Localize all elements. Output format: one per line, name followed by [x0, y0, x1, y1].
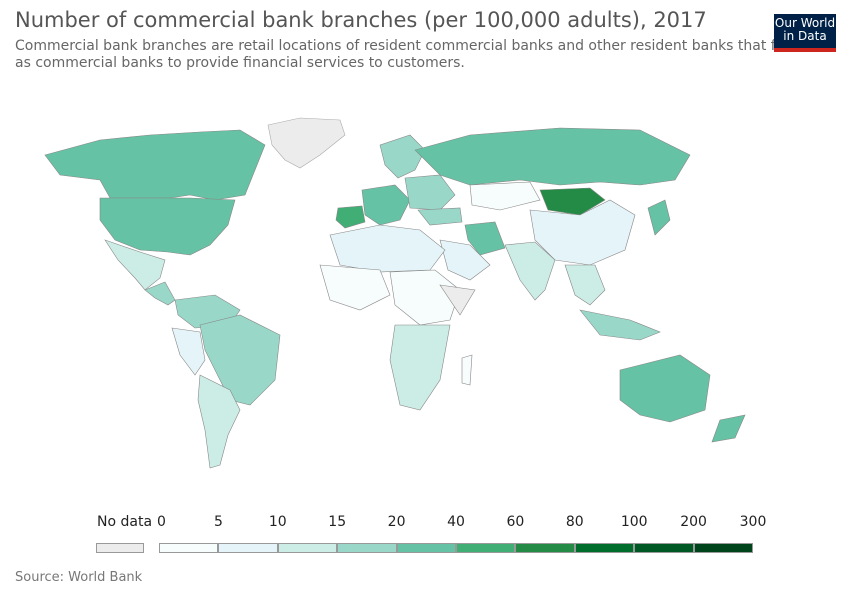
- region-kazakhstan: [469, 181, 541, 211]
- region-mexico: [104, 239, 166, 291]
- region-brazil: [199, 314, 281, 406]
- region-mongolia: [539, 187, 606, 216]
- region-horn-of-africa: [439, 284, 476, 316]
- region-china: [529, 199, 636, 266]
- legend-swatch: [277, 543, 338, 553]
- region-southern-africa: [389, 324, 451, 411]
- chart-subtitle: Commercial bank branches are retail loca…: [15, 38, 828, 71]
- legend-swatch: [337, 543, 397, 553]
- color-legend: No data 0 5 10 15 20 40 60 80 100 200 300: [0, 510, 850, 560]
- legend-tick-label: 15: [328, 514, 347, 530]
- legend-swatch: [634, 543, 694, 553]
- chart-title: Number of commercial bank branches (per …: [15, 8, 707, 32]
- region-india: [504, 241, 556, 301]
- logo-text: Our World in Data: [774, 16, 836, 43]
- legend-swatch: [396, 543, 456, 553]
- legend-no-data-swatch: [96, 543, 144, 553]
- region-canada: [44, 129, 266, 201]
- region-usa: [99, 197, 236, 256]
- legend-swatch: [693, 543, 753, 553]
- legend-no-data-label: No data: [97, 514, 153, 530]
- region-saudi-arabia: [439, 239, 491, 281]
- region-western-europe: [361, 184, 411, 226]
- region-new-zealand: [711, 414, 746, 443]
- legend-swatch: [159, 543, 219, 553]
- region-north-africa: [329, 224, 446, 273]
- region-greenland: [267, 117, 346, 169]
- legend-tick-label: 5: [213, 514, 223, 530]
- region-iberia: [335, 205, 366, 229]
- region-eastern-europe: [404, 174, 456, 211]
- legend-swatch: [218, 543, 278, 553]
- region-iran: [464, 221, 506, 256]
- region-southeast-asia: [564, 264, 606, 306]
- region-scandinavia: [379, 134, 426, 179]
- owid-logo[interactable]: Our World in Data: [774, 14, 836, 52]
- region-indonesia: [579, 309, 661, 341]
- legend-tick-label: 300: [739, 514, 767, 530]
- legend-tick-label: 40: [447, 514, 465, 530]
- legend-tick-label: 200: [680, 514, 707, 530]
- region-madagascar: [461, 354, 473, 386]
- region-argentina-chile: [197, 374, 241, 469]
- legend-tick-label: 10: [268, 514, 287, 530]
- legend-swatch: [515, 543, 575, 553]
- logo-red-bar: [774, 48, 836, 52]
- legend-tick-label: 20: [387, 514, 406, 530]
- legend-tick-label: 0: [157, 514, 166, 530]
- region-russia: [414, 127, 691, 186]
- legend-tick-label: 100: [620, 514, 648, 530]
- legend-swatch: [456, 543, 516, 553]
- region-central-america: [144, 281, 176, 306]
- region-japan: [647, 199, 671, 236]
- source-note: Source: World Bank: [15, 570, 143, 585]
- region-east-africa: [389, 269, 461, 326]
- region-australia: [619, 354, 711, 423]
- region-peru: [171, 327, 206, 376]
- region-west-africa: [319, 264, 391, 311]
- legend-tick-label: 60: [506, 514, 525, 530]
- legend-swatch: [574, 543, 635, 553]
- region-turkey: [417, 207, 463, 226]
- legend-tick-label: 80: [565, 514, 584, 530]
- world-map: [44, 117, 746, 469]
